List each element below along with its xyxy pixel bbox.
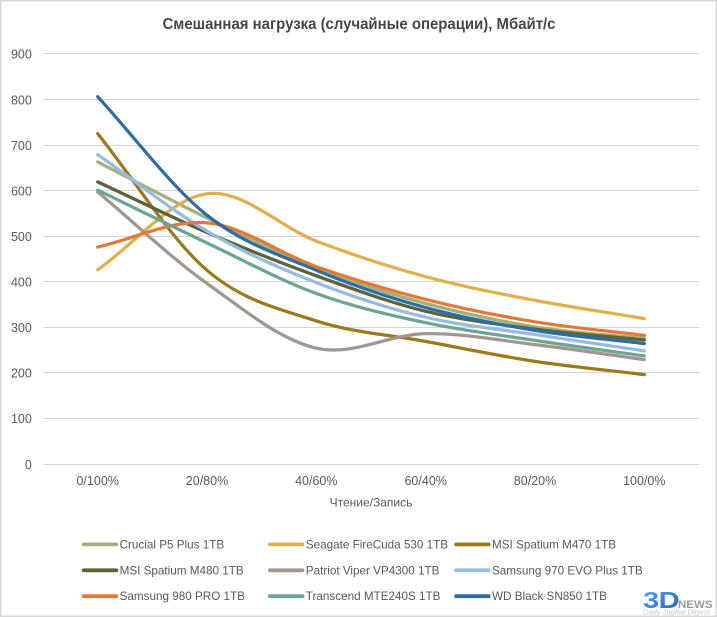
svg-text:Смешанная нагрузка (случайные: Смешанная нагрузка (случайные операции),… [163,16,556,33]
svg-text:0/100%: 0/100% [76,474,118,488]
svg-text:900: 900 [11,48,32,62]
svg-text:MSI Spatium M470 1TB: MSI Spatium M470 1TB [492,538,616,551]
svg-text:MSI Spatium M480 1TB: MSI Spatium M480 1TB [120,564,244,577]
svg-text:Patriot Viper VP4300 1TB: Patriot Viper VP4300 1TB [306,564,440,577]
svg-text:100: 100 [11,412,32,426]
svg-text:500: 500 [11,230,32,244]
svg-text:0: 0 [25,458,32,472]
svg-text:Crucial P5 Plus 1TB: Crucial P5 Plus 1TB [120,538,225,551]
svg-text:700: 700 [11,139,32,153]
svg-text:WD Black SN850 1TB: WD Black SN850 1TB [492,590,607,603]
svg-text:40/60%: 40/60% [295,474,337,488]
svg-text:400: 400 [11,276,32,290]
svg-text:Samsung 970 EVO Plus 1TB: Samsung 970 EVO Plus 1TB [492,564,643,577]
svg-text:60/40%: 60/40% [404,474,446,488]
svg-text:200: 200 [11,367,32,381]
svg-text:Daily Digital Digest: Daily Digital Digest [643,610,711,617]
svg-text:100/0%: 100/0% [623,474,665,488]
svg-text:80/20%: 80/20% [514,474,556,488]
svg-text:Transcend MTE240S 1TB: Transcend MTE240S 1TB [306,590,441,603]
svg-text:NEWS: NEWS [678,599,713,611]
svg-text:300: 300 [11,321,32,335]
svg-text:Seagate FireCuda 530 1TB: Seagate FireCuda 530 1TB [306,538,448,551]
svg-text:Чтение/Запись: Чтение/Запись [330,496,413,510]
svg-text:Samsung 980 PRO 1TB: Samsung 980 PRO 1TB [120,590,246,603]
svg-text:3D: 3D [643,587,679,613]
svg-text:20/80%: 20/80% [186,474,228,488]
svg-text:600: 600 [11,184,32,198]
svg-text:800: 800 [11,93,32,107]
